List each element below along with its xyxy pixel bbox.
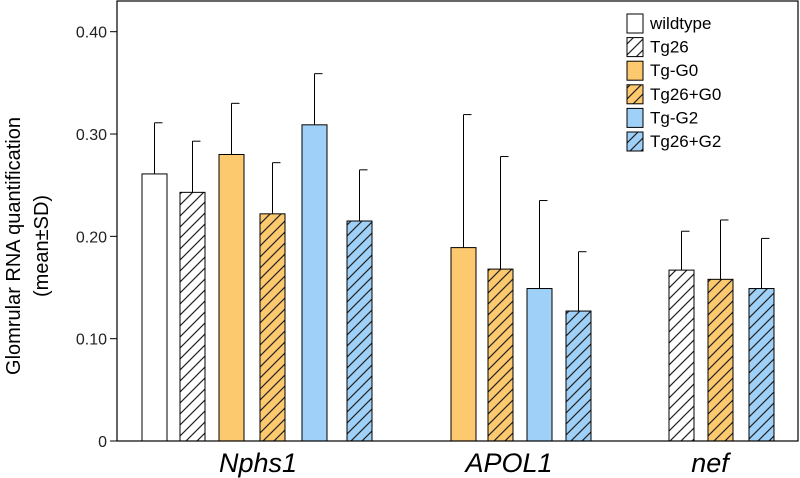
- legend-label-0: wildtype: [649, 14, 711, 33]
- legend-label-4: Tg-G2: [650, 108, 698, 127]
- category-label-1: APOL1: [463, 448, 552, 478]
- bar-nef-Tg26+G2: [748, 288, 775, 442]
- bar-nef-Tg26: [668, 269, 695, 442]
- bar-APOL1-Tg-G0: [450, 247, 477, 442]
- y-tick-label-3: 0.30: [76, 127, 107, 144]
- y-axis-title: Glomrular RNA quantification (mean±SD): [3, 117, 53, 375]
- bar-APOL1-Tg-G2: [526, 288, 553, 442]
- bar-Nphs1-Tg-G0: [218, 153, 245, 442]
- bar-Nphs1-Tg26: [179, 191, 206, 442]
- bar-APOL1-Tg26+G2: [565, 310, 592, 442]
- bar-Nphs1-Tg-G2: [301, 124, 328, 442]
- legend-label-3: Tg26+G0: [650, 85, 721, 104]
- legend-swatch-1: [626, 37, 644, 58]
- y-axis-title-line1: Glomrular RNA quantification: [3, 117, 25, 375]
- legend-swatch-2: [626, 60, 644, 81]
- legend-swatch-4: [626, 107, 644, 128]
- bar-nef-Tg26+G0: [707, 278, 734, 442]
- plot-frame: [116, 0, 799, 442]
- bars: [141, 73, 775, 442]
- legend-swatch-3: [626, 84, 644, 105]
- legend-label-5: Tg26+G2: [650, 132, 721, 151]
- bar-Nphs1-Tg26+G0: [259, 213, 286, 442]
- y-tick-label-1: 0.10: [76, 332, 107, 349]
- y-tick-label-2: 0.20: [76, 229, 107, 246]
- category-label-2: nef: [691, 448, 731, 478]
- category-label-0: Nphs1: [219, 448, 297, 478]
- bar-Nphs1-Tg26+G2: [346, 220, 373, 442]
- category-labels: Nphs1 APOL1 nef: [219, 448, 731, 478]
- legend-swatch-5: [626, 131, 644, 152]
- y-axis-ticks: 0 0.10 0.20 0.30 0.40: [76, 25, 117, 451]
- y-axis-title-line2: (mean±SD): [31, 195, 53, 297]
- bar-APOL1-Tg26+G0: [487, 268, 514, 442]
- bar-Nphs1-wildtype: [141, 173, 168, 442]
- legend-label-1: Tg26: [650, 38, 689, 57]
- y-tick-label-0: 0: [98, 434, 107, 451]
- legend: wildtype Tg26 Tg-G0 Tg26+G0 Tg-G2 Tg26+G2: [626, 13, 721, 152]
- legend-swatch-0: [626, 13, 644, 34]
- y-tick-label-4: 0.40: [76, 25, 107, 42]
- legend-label-2: Tg-G0: [650, 61, 698, 80]
